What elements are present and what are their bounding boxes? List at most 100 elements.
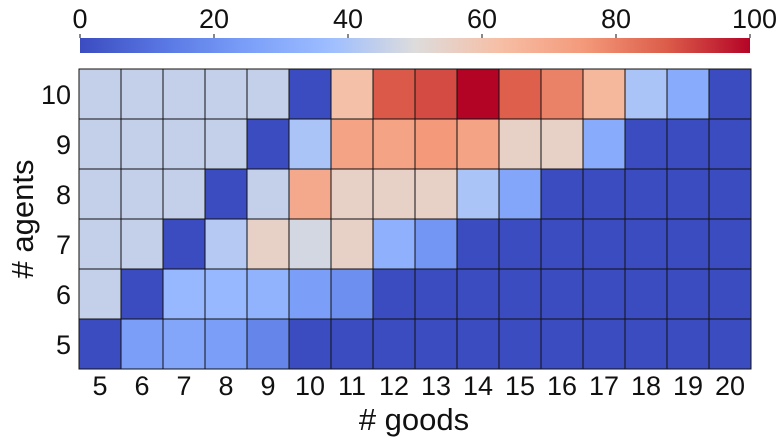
heatmap-cell [204, 168, 248, 220]
x-tick-label: 7 [176, 371, 191, 401]
heatmap-cell [456, 218, 500, 270]
heatmap-cell [162, 68, 206, 120]
heatmap-cell [624, 318, 668, 370]
heatmap-cell [414, 68, 458, 120]
y-tick-labels: 10 9 8 7 6 5 [41, 80, 71, 360]
heatmap-cell [204, 318, 248, 370]
x-tick-label: 10 [295, 371, 325, 401]
x-tick-labels: 5 6 7 8 9 10 11 12 13 14 15 16 17 18 19 20 [92, 371, 745, 401]
colorbar-tick-label: 60 [467, 4, 497, 34]
heatmap-cell [456, 68, 500, 120]
heatmap-cell [624, 68, 668, 120]
heatmap-cell [120, 318, 164, 370]
heatmap-cell [540, 268, 584, 320]
heatmap-cell [162, 318, 206, 370]
heatmap-cell [540, 68, 584, 120]
y-tick-label: 7 [56, 230, 71, 260]
x-tick-label: 14 [463, 371, 493, 401]
heatmap-cell [120, 268, 164, 320]
heatmap-cell [582, 118, 626, 170]
colorbar-tick-label: 40 [333, 4, 363, 34]
heatmap-cell [582, 168, 626, 220]
x-tick-label: 5 [92, 371, 107, 401]
heatmap-cell [330, 318, 374, 370]
x-tick-label: 17 [589, 371, 619, 401]
heatmap-cell [666, 218, 710, 270]
heatmap-cell [708, 68, 752, 120]
heatmap-cell [498, 318, 542, 370]
heatmap-cell [414, 218, 458, 270]
colorbar-gradient [80, 38, 750, 53]
heatmap-cell [456, 318, 500, 370]
heatmap-cell [372, 118, 416, 170]
heatmap-cell [456, 168, 500, 220]
heatmap-cell [120, 168, 164, 220]
heatmap-cell [414, 168, 458, 220]
heatmap-cell [78, 118, 122, 170]
heatmap-cell [582, 268, 626, 320]
heatmap-cell [246, 218, 290, 270]
x-tick-label: 13 [421, 371, 451, 401]
heatmap-cell [78, 318, 122, 370]
heatmap-cell [708, 318, 752, 370]
heatmap-cell [78, 268, 122, 320]
heatmap-cell [414, 318, 458, 370]
y-tick-label: 10 [41, 80, 71, 110]
heatmap-cell [162, 218, 206, 270]
heatmap-cell [624, 268, 668, 320]
heatmap-cell [372, 218, 416, 270]
y-tick-label: 8 [56, 180, 71, 210]
x-tick-label: 16 [547, 371, 577, 401]
heatmap-cell [540, 118, 584, 170]
x-tick-label: 15 [505, 371, 535, 401]
heatmap-cell [288, 118, 332, 170]
heatmap-cell [372, 268, 416, 320]
heatmap-cell [708, 168, 752, 220]
heatmap-cell [498, 118, 542, 170]
heatmap-cell [204, 218, 248, 270]
heatmap-cells [78, 68, 752, 370]
heatmap-cell [666, 68, 710, 120]
heatmap-cell [498, 168, 542, 220]
heatmap-cell [666, 268, 710, 320]
colorbar: 0 20 40 60 80 100 [72, 4, 777, 53]
heatmap-cell [540, 168, 584, 220]
heatmap-cell [582, 318, 626, 370]
heatmap-cell [498, 218, 542, 270]
heatmap-cell [540, 218, 584, 270]
x-tick-label: 11 [338, 371, 366, 401]
y-tick-label: 9 [56, 130, 71, 160]
y-tick-label: 5 [56, 330, 71, 360]
heatmap-cell [456, 118, 500, 170]
colorbar-tick-label: 80 [601, 4, 631, 34]
x-tick-label: 19 [673, 371, 703, 401]
heatmap-cell [288, 168, 332, 220]
heatmap-cell [582, 218, 626, 270]
heatmap-cell [162, 168, 206, 220]
heatmap-cell [78, 68, 122, 120]
heatmap-cell [414, 268, 458, 320]
x-axis-label: # goods [359, 402, 469, 437]
heatmap-cell [456, 268, 500, 320]
heatmap-cell [162, 118, 206, 170]
heatmap-cell [330, 268, 374, 320]
heatmap-cell [540, 318, 584, 370]
heatmap-cell [708, 118, 752, 170]
heatmap-cell [246, 268, 290, 320]
heatmap-cell [246, 318, 290, 370]
colorbar-ticks: 0 20 40 60 80 100 [72, 4, 777, 38]
heatmap-cell [666, 318, 710, 370]
heatmap-cell [288, 218, 332, 270]
heatmap-cell [582, 68, 626, 120]
x-tick-label: 12 [379, 371, 409, 401]
heatmap-cell [204, 68, 248, 120]
heatmap-cell [204, 268, 248, 320]
heatmap-cell [624, 118, 668, 170]
heatmap-cell [120, 218, 164, 270]
heatmap-cell [372, 168, 416, 220]
heatmap-cell [498, 68, 542, 120]
y-tick-label: 6 [56, 280, 71, 310]
heatmap-cell [204, 118, 248, 170]
heatmap-cell [288, 318, 332, 370]
